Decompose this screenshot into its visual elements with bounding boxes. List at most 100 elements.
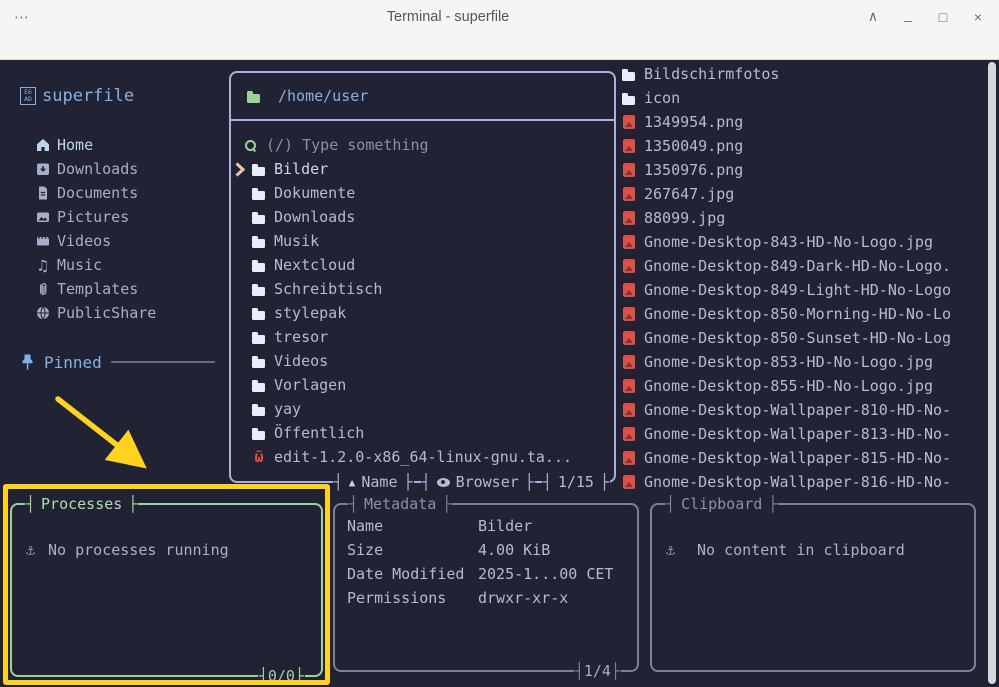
file-type-icon [622, 139, 636, 153]
documents-icon [39, 186, 47, 200]
file-type-icon [252, 306, 266, 320]
eye-icon [436, 477, 450, 487]
file-row[interactable]: Musik [231, 229, 614, 253]
pinned-divider [110, 361, 215, 363]
panel-mode-chip[interactable]: Browser [420, 472, 535, 492]
preview-file-row[interactable]: 88099.jpg [622, 206, 985, 230]
sidebar-item-music[interactable]: ♫ Music [0, 253, 229, 277]
file-type-icon [622, 403, 636, 417]
file-row[interactable]: stylepak [231, 301, 614, 325]
sidebar-item-documents[interactable]: Documents [0, 181, 229, 205]
preview-file-row[interactable]: 1350049.png [622, 134, 985, 158]
pictures-icon [37, 212, 49, 222]
home-icon [37, 139, 49, 151]
preview-panel: Bildschirmfotos icon 1349954.png 1350049… [622, 62, 985, 494]
clipboard-empty-text: No content in clipboard [697, 541, 905, 559]
search-input[interactable]: (/) Type something [231, 133, 614, 157]
preview-file-row[interactable]: Bildschirmfotos [622, 62, 985, 86]
file-row[interactable]: Dokumente [231, 181, 614, 205]
metadata-row: Permissions drwxr-xr-x [347, 589, 569, 607]
file-row[interactable]: tresor [231, 325, 614, 349]
rollup-icon[interactable]: ∧ [867, 8, 879, 24]
preview-file-row[interactable]: Gnome-Desktop-853-HD-No-Logo.jpg [622, 350, 985, 374]
pinned-section-header: Pinned [20, 350, 215, 374]
file-type-icon [622, 451, 636, 465]
scrollbar[interactable] [988, 62, 996, 684]
file-type-icon [252, 258, 266, 272]
file-type-icon [252, 162, 266, 176]
file-row[interactable]: Öffentlich [231, 421, 614, 445]
preview-file-row[interactable]: Gnome-Desktop-Wallpaper-810-HD-No- [622, 398, 985, 422]
file-row[interactable]: Nextcloud [231, 253, 614, 277]
preview-file-row[interactable]: Gnome-Desktop-850-Morning-HD-No-Lo [622, 302, 985, 326]
minimize-icon[interactable]: _ [904, 5, 912, 22]
folder-icon [247, 89, 261, 103]
preview-file-row[interactable]: Gnome-Desktop-843-HD-No-Logo.jpg [622, 230, 985, 254]
file-type-icon [622, 211, 636, 225]
clipboard-panel: Clipboard ⚓ No content in clipboard [650, 494, 976, 672]
file-row[interactable]: Bilder [231, 157, 614, 181]
file-row[interactable]: Vorlagen [231, 373, 614, 397]
file-panel: /home/user (/) Type something Bilder [229, 71, 616, 492]
logo-tofu-glyph: E6 AD [20, 87, 36, 105]
preview-file-row[interactable]: 267647.jpg [622, 182, 985, 206]
preview-file-row[interactable]: 1349954.png [622, 110, 985, 134]
file-row[interactable]: Downloads [231, 205, 614, 229]
file-type-icon [252, 402, 266, 416]
metadata-panel: Metadata Name Bilder Size 4.00 KiB Date … [333, 494, 639, 681]
close-icon[interactable]: × [973, 8, 983, 25]
preview-file-row[interactable]: Gnome-Desktop-855-HD-No-Logo.jpg [622, 374, 985, 398]
sidebar-item-home[interactable]: Home [0, 133, 229, 157]
sort-mode-chip[interactable]: ▲ Name [332, 472, 414, 492]
sidebar-item-videos[interactable]: Videos [0, 229, 229, 253]
file-row[interactable]: Videos [231, 349, 614, 373]
path-bar: /home/user [231, 73, 614, 121]
window-menu-icon[interactable]: ⋯ [14, 8, 30, 26]
preview-file-row[interactable]: Gnome-Desktop-Wallpaper-815-HD-No- [622, 446, 985, 470]
file-type-icon [622, 427, 636, 441]
metadata-row: Name Bilder [347, 517, 533, 535]
file-row[interactable]: edit-1.2.0-x86_64-linux-gnu.ta... [231, 445, 614, 469]
anchor-icon: ⚓ [666, 541, 676, 559]
preview-file-row[interactable]: Gnome-Desktop-849-Light-HD-No-Logo [622, 278, 985, 302]
preview-file-row[interactable]: 1350976.png [622, 158, 985, 182]
paperclip-icon [39, 282, 47, 295]
file-type-icon [252, 330, 266, 344]
search-icon [244, 139, 257, 152]
metadata-title: Metadata [348, 494, 453, 514]
window-title: Terminal - superfile [386, 8, 510, 25]
sort-ascending-icon: ▲ [348, 475, 356, 489]
sidebar-item-publicshare[interactable]: PublicShare [0, 301, 229, 325]
file-type-icon [252, 234, 266, 248]
sidebar-item-templates[interactable]: Templates [0, 277, 229, 301]
file-type-icon [252, 450, 266, 464]
file-panel-statusbar: ▲ Name Browser 1/15 [332, 472, 610, 492]
maximize-icon[interactable]: □ [938, 8, 948, 25]
processes-title: Processes [25, 494, 139, 514]
preview-file-row[interactable]: Gnome-Desktop-849-Dark-HD-No-Logo. [622, 254, 985, 278]
preview-file-row[interactable]: Gnome-Desktop-850-Sunset-HD-No-Log [622, 326, 985, 350]
preview-file-row[interactable]: Gnome-Desktop-Wallpaper-813-HD-No- [622, 422, 985, 446]
sidebar-item-downloads[interactable]: Downloads [0, 157, 229, 181]
metadata-row: Date Modified 2025-1...00 CET [347, 565, 614, 583]
processes-empty-text: No processes running [48, 541, 229, 559]
menubar [0, 33, 999, 60]
sidebar-item-pictures[interactable]: Pictures [0, 205, 229, 229]
file-counter-chip: 1/15 [541, 472, 610, 492]
processes-counter: 0/0 [257, 666, 305, 686]
globe-icon [37, 306, 49, 320]
file-type-icon [622, 235, 636, 249]
file-type-icon [622, 115, 636, 129]
file-row[interactable]: Schreibtisch [231, 277, 614, 301]
file-type-icon [622, 307, 636, 321]
file-type-icon [252, 378, 266, 392]
file-row[interactable]: yay [231, 397, 614, 421]
cursor-arrow-icon [235, 161, 252, 177]
preview-file-row[interactable]: Gnome-Desktop-Wallpaper-816-HD-No- [622, 470, 985, 494]
anchor-icon: ⚓ [26, 541, 36, 559]
current-path: /home/user [278, 87, 369, 105]
preview-file-row[interactable]: icon [622, 86, 985, 110]
file-type-icon [252, 210, 266, 224]
superfile-app: E6 AD superfile Home Downloads Documents [0, 60, 999, 687]
